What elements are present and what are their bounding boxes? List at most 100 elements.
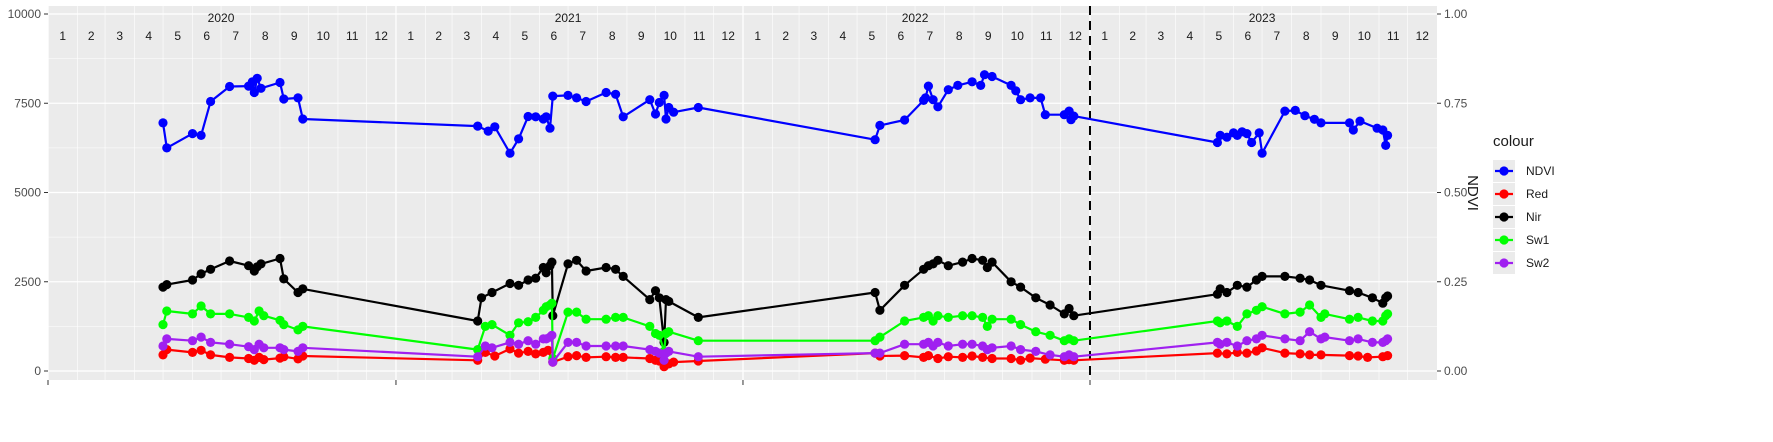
data-point-sw1: [547, 298, 557, 308]
data-point-ndvi: [1381, 140, 1391, 150]
data-point-sw1: [187, 309, 198, 319]
series-sw2: [158, 327, 1393, 367]
data-point-ndvi: [531, 112, 541, 122]
data-point-sw1: [1069, 336, 1079, 346]
data-point-ndvi: [158, 118, 168, 128]
data-point-sw2: [1016, 345, 1026, 355]
data-point-sw2: [933, 337, 943, 347]
data-point-sw2: [1242, 336, 1252, 346]
data-point-red: [1257, 343, 1267, 353]
data-point-sw1: [1353, 312, 1363, 322]
data-point-ndvi: [1254, 128, 1264, 138]
data-point-sw2: [958, 339, 968, 349]
month-label: 9: [985, 29, 992, 43]
month-label: 2: [782, 29, 789, 43]
data-point-nir: [1242, 282, 1252, 292]
data-point-nir: [1353, 287, 1363, 298]
month-label: 6: [897, 29, 904, 43]
legend-key-point: [1499, 235, 1509, 245]
data-point-sw1: [978, 312, 988, 322]
data-point-red: [1025, 353, 1035, 363]
data-point-nir: [563, 259, 573, 269]
data-point-nir: [1031, 293, 1041, 303]
data-point-sw1: [611, 312, 621, 322]
data-point-nir: [611, 264, 621, 274]
data-point-nir: [664, 296, 674, 306]
data-point-nir: [225, 256, 235, 266]
data-point-ndvi: [252, 73, 262, 83]
data-point-sw1: [1006, 314, 1016, 324]
data-point-sw1: [206, 309, 216, 319]
data-point-nir: [547, 257, 557, 267]
data-point-ndvi: [1036, 93, 1046, 103]
data-point-sw2: [563, 337, 573, 347]
data-point-ndvi: [541, 112, 551, 122]
data-point-sw1: [1257, 302, 1267, 312]
left-tick-label: 2500: [14, 275, 41, 289]
month-label: 2: [435, 29, 442, 43]
month-label: 8: [1303, 29, 1310, 43]
data-point-nir: [541, 268, 551, 278]
month-label: 12: [722, 29, 736, 43]
data-point-red: [669, 357, 679, 367]
month-label: 12: [375, 29, 389, 43]
data-point-nir: [933, 255, 943, 265]
legend-title: colour: [1493, 133, 1534, 150]
month-label: 12: [1069, 29, 1083, 43]
data-point-ndvi: [1025, 93, 1035, 103]
data-point-sw2: [514, 339, 524, 349]
data-point-red: [196, 345, 206, 355]
month-label: 11: [346, 29, 359, 43]
data-point-sw2: [654, 348, 664, 358]
data-point-ndvi: [900, 115, 910, 125]
legend-key-point: [1499, 189, 1509, 199]
data-point-sw2: [531, 339, 541, 349]
month-label: 8: [262, 29, 269, 43]
month-label: 1: [59, 29, 66, 43]
data-point-nir: [531, 273, 541, 283]
data-point-ndvi: [601, 87, 611, 98]
data-point-sw1: [1305, 300, 1315, 310]
month-label: 7: [926, 29, 933, 43]
data-point-red: [1316, 350, 1326, 360]
right-axis-title: NDVI: [1464, 175, 1481, 211]
data-point-sw2: [943, 341, 953, 351]
data-point-nir: [1367, 293, 1377, 303]
data-point-red: [1353, 351, 1363, 361]
right-tick-label: 0.25: [1444, 275, 1468, 289]
data-point-sw2: [900, 339, 910, 349]
legend-item-nir: Nir: [1493, 206, 1541, 228]
data-point-sw2: [1280, 334, 1290, 344]
data-point-ndvi: [1011, 86, 1021, 96]
data-point-sw2: [1232, 341, 1242, 351]
right-tick-label: 0.00: [1444, 364, 1468, 378]
data-point-red: [1242, 348, 1252, 358]
data-point-red: [1295, 349, 1305, 359]
data-point-sw2: [1320, 332, 1330, 342]
legend-item-red: Red: [1493, 183, 1548, 205]
data-point-sw1: [563, 307, 573, 317]
data-point-nir: [618, 271, 628, 281]
data-point-sw2: [225, 339, 235, 349]
data-point-sw1: [1016, 320, 1026, 330]
data-point-ndvi: [1316, 118, 1326, 128]
data-point-nir: [693, 312, 703, 322]
data-point-ndvi: [1348, 125, 1358, 135]
data-point-red: [523, 346, 533, 356]
data-point-sw2: [659, 355, 669, 365]
left-tick-label: 0: [34, 364, 41, 378]
data-point-ndvi: [669, 107, 679, 117]
data-point-nir: [1045, 300, 1055, 310]
series-layer: [158, 70, 1393, 372]
data-point-sw1: [581, 314, 591, 324]
data-point-nir: [206, 264, 216, 274]
data-point-ndvi: [611, 89, 621, 99]
data-point-red: [543, 345, 553, 355]
month-label: 7: [232, 29, 239, 43]
data-point-nir: [162, 280, 172, 290]
data-point-sw1: [225, 309, 235, 319]
data-point-sw2: [987, 343, 997, 353]
data-point-ndvi: [490, 122, 500, 132]
data-point-sw1: [645, 321, 655, 331]
data-point-ndvi: [618, 112, 628, 122]
